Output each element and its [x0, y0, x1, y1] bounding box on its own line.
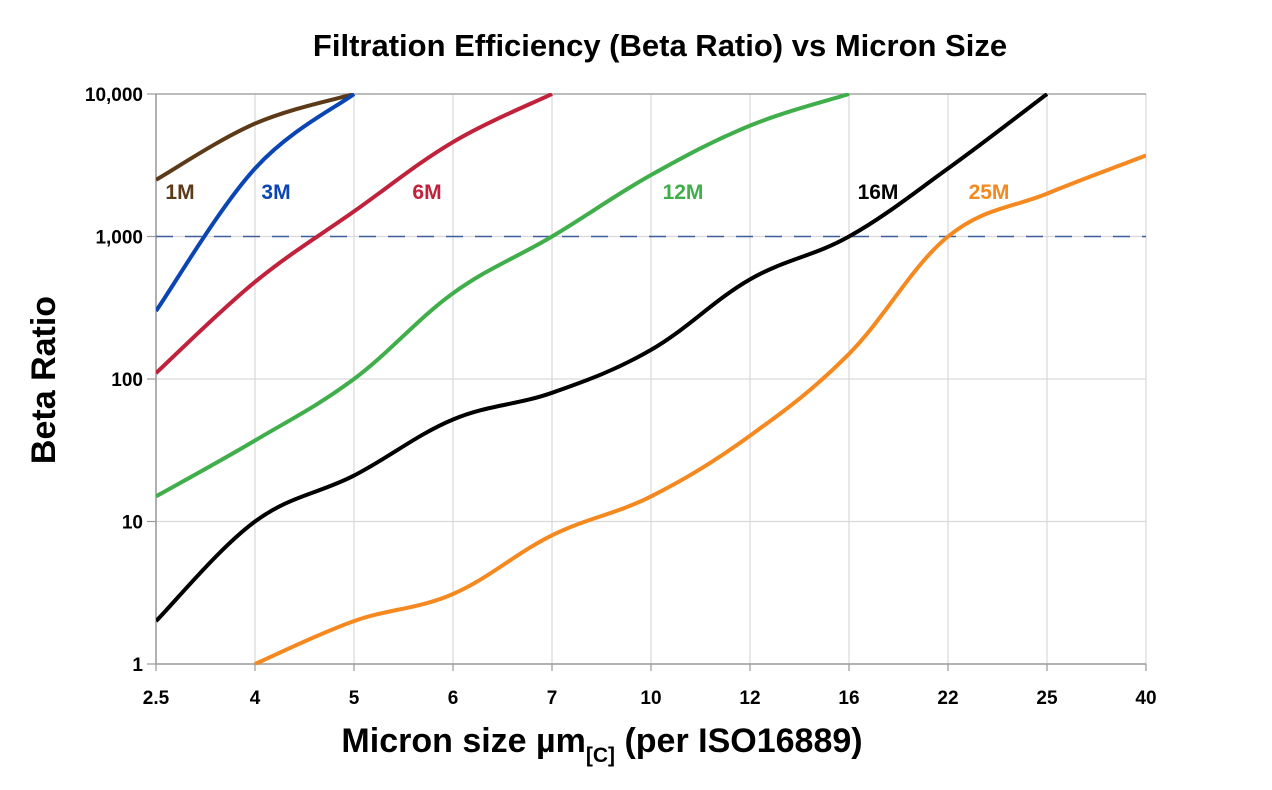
x-axis-label-suffix: (per ISO16889): [615, 722, 863, 760]
x-tick-label: 12: [739, 688, 760, 709]
y-tick-label: 10,000: [85, 85, 143, 106]
x-tick-label: 25: [1036, 688, 1058, 709]
series-line-1M: [156, 93, 355, 182]
y-axis-label: Beta Ratio: [25, 296, 63, 464]
series-label-3M: 3M: [261, 181, 290, 204]
grid: [155, 93, 1147, 664]
series-lines: [156, 93, 1146, 665]
y-tick-label: 1,000: [95, 228, 143, 249]
x-tick-label: 16: [838, 688, 859, 709]
axes: 2.5 4 5 6 7 10 12 16 22 25 40 1 10 100 1,000 10,000: [85, 85, 1157, 709]
y-tick-label: 10: [122, 513, 143, 534]
x-tick-label: 22: [937, 688, 958, 709]
y-tick-label: 100: [111, 370, 143, 391]
x-tick-label: 6: [448, 688, 459, 709]
y-tick-label: 1: [132, 655, 143, 676]
series-label-1M: 1M: [165, 181, 194, 204]
series-line-6M: [156, 93, 553, 375]
x-tick-label: 2.5: [143, 688, 170, 709]
series-label-25M: 25M: [969, 181, 1010, 204]
series-label-12M: 12M: [663, 181, 704, 204]
x-tick-label: 4: [250, 688, 261, 709]
x-tick-label: 5: [349, 688, 360, 709]
series-label-16M: 16M: [858, 181, 899, 204]
x-axis-label: Micron size µm[C] (per ISO16889): [341, 722, 862, 767]
series-label-6M: 6M: [412, 181, 441, 204]
series-line-25M: [254, 153, 1146, 665]
series-line-3M: [156, 93, 356, 313]
x-tick-label: 7: [547, 688, 558, 709]
chart-title: Filtration Efficiency (Beta Ratio) vs Mi…: [313, 28, 1007, 63]
series-labels: 1M 3M 6M 12M 16M 25M: [165, 181, 1009, 204]
series-line-16M: [156, 93, 1049, 623]
x-axis-label-main: Micron size µm: [341, 722, 585, 760]
x-tick-label: 40: [1135, 688, 1156, 709]
series-line-12M: [156, 93, 850, 499]
x-axis-label-sub: [C]: [586, 744, 615, 767]
x-tick-label: 10: [640, 688, 661, 709]
